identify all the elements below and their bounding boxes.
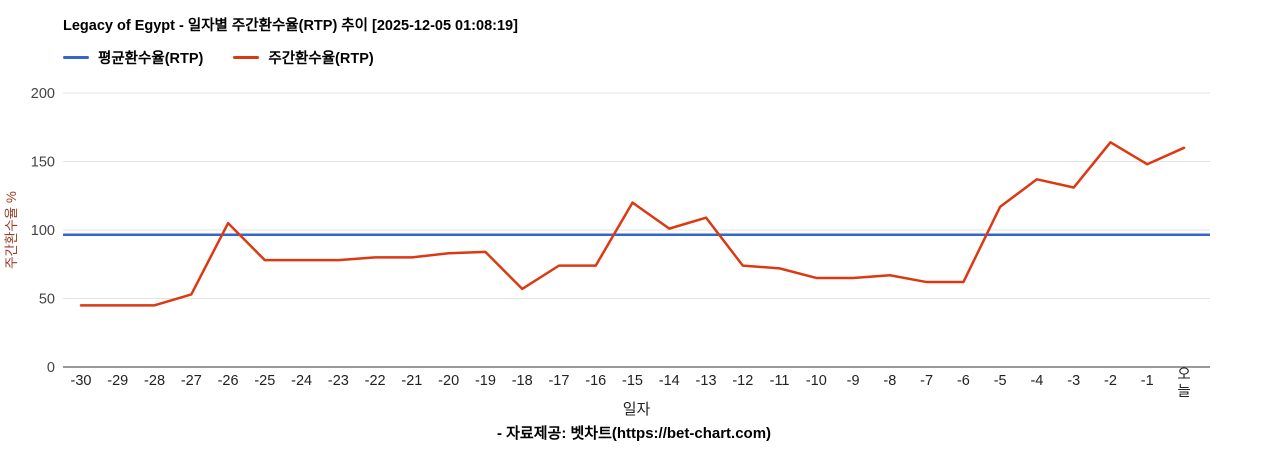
legend-line-weekly-icon bbox=[233, 56, 260, 59]
x-tick-label: -18 bbox=[512, 373, 533, 389]
x-tick-label: -20 bbox=[438, 373, 459, 389]
x-tick-label: -26 bbox=[218, 373, 239, 389]
x-tick-label: -6 bbox=[957, 373, 970, 389]
x-tick-label: -11 bbox=[770, 373, 790, 389]
x-tick-label: -25 bbox=[254, 373, 275, 389]
x-tick-label: -10 bbox=[806, 373, 827, 389]
x-tick-label: -12 bbox=[732, 373, 753, 389]
x-tick-label: -13 bbox=[696, 373, 717, 389]
y-tick-label: 150 bbox=[31, 155, 55, 171]
x-tick-label: -21 bbox=[401, 373, 422, 389]
x-tick-label: -2 bbox=[1104, 373, 1117, 389]
x-tick-label: -5 bbox=[994, 373, 1007, 389]
x-tick-label: -7 bbox=[920, 373, 933, 389]
x-tick-label: -19 bbox=[475, 373, 496, 389]
x-tick-label: -1 bbox=[1141, 373, 1154, 389]
y-tick-label: 100 bbox=[31, 223, 55, 239]
x-tick-label: -15 bbox=[622, 373, 643, 389]
x-tick-label: -22 bbox=[365, 373, 386, 389]
x-tick-label: -17 bbox=[548, 373, 569, 389]
x-tick-label: -24 bbox=[291, 373, 312, 389]
x-tick-label: -14 bbox=[659, 373, 680, 389]
y-tick-label: 50 bbox=[39, 292, 55, 308]
x-tick-label: -4 bbox=[1030, 373, 1043, 389]
x-tick-label: -9 bbox=[847, 373, 860, 389]
legend-label-average: 평균환수율(RTP) bbox=[98, 51, 204, 67]
chart-title: Legacy of Egypt - 일자별 주간환수율(RTP) 추이 [202… bbox=[63, 18, 518, 34]
x-tick-label: -16 bbox=[585, 373, 606, 389]
x-tick-label: 늘 bbox=[1177, 383, 1190, 400]
y-axis-title: 주간환수율 % bbox=[4, 191, 19, 269]
legend-line-average-icon bbox=[63, 56, 89, 59]
weekly-rtp-line bbox=[79, 141, 1186, 307]
x-tick-label: -3 bbox=[1067, 373, 1080, 389]
y-tick-label: 0 bbox=[47, 360, 55, 376]
x-tick-label: -28 bbox=[144, 373, 165, 389]
x-tick-label: -27 bbox=[181, 373, 202, 389]
x-tick-label: 오 bbox=[1177, 367, 1190, 383]
legend-item-average: 평균환수율(RTP) bbox=[63, 47, 203, 68]
x-tick-label: -30 bbox=[71, 373, 92, 389]
legend-item-weekly: 주간환수율(RTP) bbox=[233, 47, 374, 68]
source-credit: - 자료제공: 벳차트(https://bet-chart.com) bbox=[496, 425, 772, 442]
x-tick-label: -29 bbox=[107, 373, 128, 389]
chart-page: Legacy of Egypt - 일자별 주간환수율(RTP) 추이 [202… bbox=[0, 14, 1268, 464]
x-axis-title: 일자 bbox=[623, 401, 651, 418]
x-tick-label: -8 bbox=[883, 373, 896, 389]
y-tick-label: 200 bbox=[31, 86, 55, 102]
chart-legend: 평균환수율(RTP) 주간환수율(RTP) bbox=[63, 47, 1268, 68]
legend-label-weekly: 주간환수율(RTP) bbox=[268, 51, 374, 67]
x-tick-label: -23 bbox=[328, 373, 349, 389]
